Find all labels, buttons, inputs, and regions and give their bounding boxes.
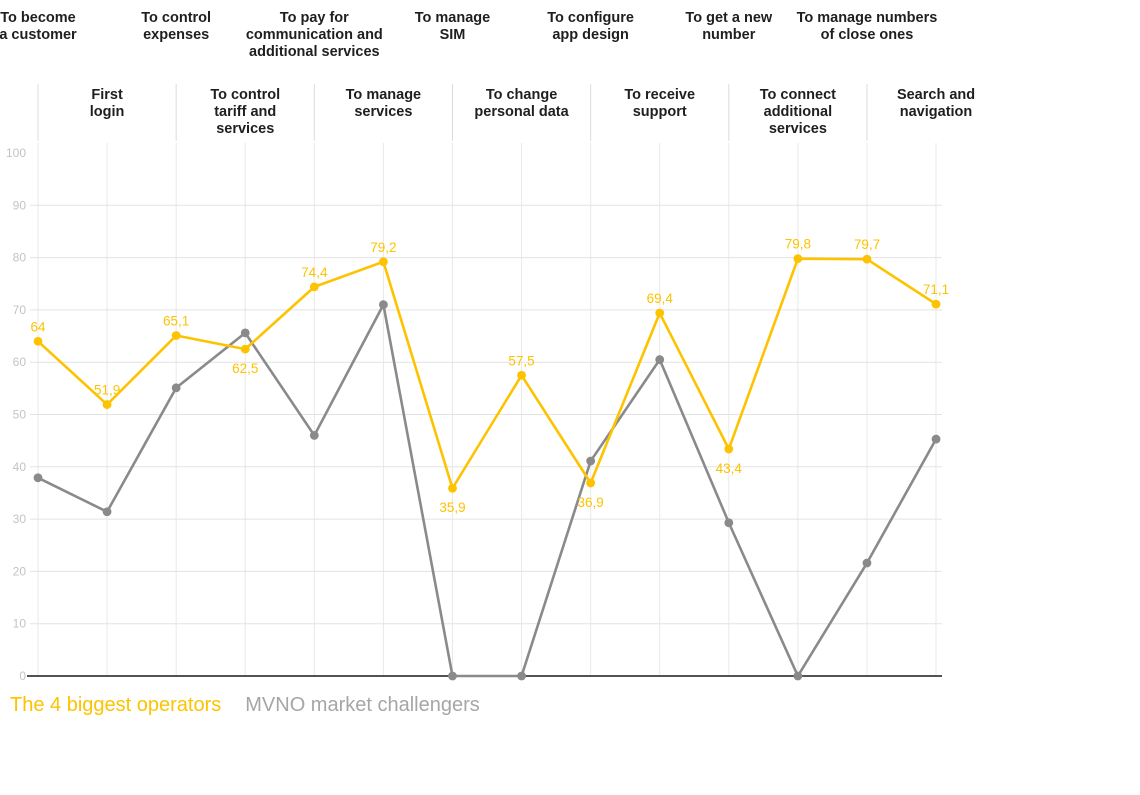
data-point-label: 51,9: [94, 383, 120, 398]
data-point: [171, 383, 181, 393]
data-point: [517, 370, 526, 380]
data-point: [102, 507, 112, 517]
data-point-label: 69,4: [647, 291, 674, 306]
category-label: To control expenses: [141, 10, 212, 43]
data-point: [862, 558, 872, 568]
data-point-label: 65,1: [163, 314, 189, 329]
y-tick-label: 60: [13, 355, 27, 369]
category-label: To change personal data: [474, 87, 569, 120]
category-label: To pay for communication and additional …: [245, 10, 383, 60]
legend-item-biggest-operators: The 4 biggest operators: [10, 694, 222, 716]
data-point: [33, 473, 43, 483]
data-point: [931, 434, 941, 444]
category-label: To manage SIM: [414, 10, 491, 43]
data-point: [517, 671, 526, 681]
data-point-label: 79,7: [854, 237, 880, 252]
y-tick-label: 80: [13, 251, 27, 265]
chart-legend: The 4 biggest operators MVNO market chal…: [10, 694, 480, 717]
y-tick-label: 30: [13, 512, 27, 526]
y-tick-label: 20: [13, 564, 27, 578]
data-point: [862, 254, 872, 264]
data-point: [931, 299, 941, 309]
category-label: To become a customer: [0, 10, 77, 43]
data-point: [102, 400, 112, 409]
data-point: [586, 456, 596, 466]
data-point: [309, 282, 319, 292]
data-point: [655, 308, 665, 318]
y-tick-label: 10: [13, 617, 27, 631]
data-point-label: 79,8: [785, 237, 811, 252]
y-tick-label: 40: [13, 460, 27, 474]
data-point-label: 43,4: [716, 461, 743, 476]
data-point: [448, 671, 457, 681]
series-line-biggest-operators: [36, 257, 938, 490]
y-tick-label: 0: [19, 669, 26, 683]
data-point: [240, 328, 250, 338]
data-point: [724, 444, 734, 454]
category-label: To manage services: [345, 87, 422, 120]
data-point: [379, 257, 388, 267]
data-point: [171, 331, 181, 340]
series-line-mvno-challengers: [36, 303, 938, 678]
legend-item-mvno-challengers: MVNO market challengers: [245, 694, 480, 716]
category-label: To connect additional services: [759, 87, 836, 137]
data-point-label: 71,1: [923, 282, 949, 297]
category-label: To get a new number: [685, 10, 773, 43]
data-point-label: 62,5: [232, 361, 258, 376]
y-tick-label: 100: [6, 146, 26, 160]
category-label: To configure app design: [547, 10, 634, 43]
category-label: Search and navigation: [896, 87, 976, 120]
data-point: [448, 483, 457, 493]
y-tick-label: 90: [13, 198, 27, 212]
data-point-label: 79,2: [370, 240, 396, 255]
data-point: [33, 336, 43, 346]
category-axis-labels: To become a customer First login To contro…: [0, 0, 1140, 145]
data-point: [793, 671, 803, 681]
data-point: [240, 344, 250, 354]
data-point: [309, 431, 319, 440]
data-point-label: 74,4: [301, 265, 328, 280]
data-point: [655, 355, 665, 364]
data-point-label: 35,9: [439, 500, 465, 515]
data-point: [724, 518, 734, 528]
category-label: To receive support: [624, 87, 696, 120]
data-point: [379, 300, 388, 310]
category-label: To control tariff and services: [210, 87, 281, 137]
data-point: [793, 254, 803, 264]
category-label: First login: [89, 87, 125, 120]
data-point: [586, 478, 596, 488]
y-tick-label: 70: [13, 303, 27, 317]
data-point-label: 64: [30, 319, 46, 334]
category-label: To manage numbers of close ones: [796, 10, 938, 43]
data-point-label: 36,9: [577, 495, 603, 510]
y-tick-label: 50: [13, 408, 27, 422]
data-point-label: 57,5: [508, 353, 534, 368]
